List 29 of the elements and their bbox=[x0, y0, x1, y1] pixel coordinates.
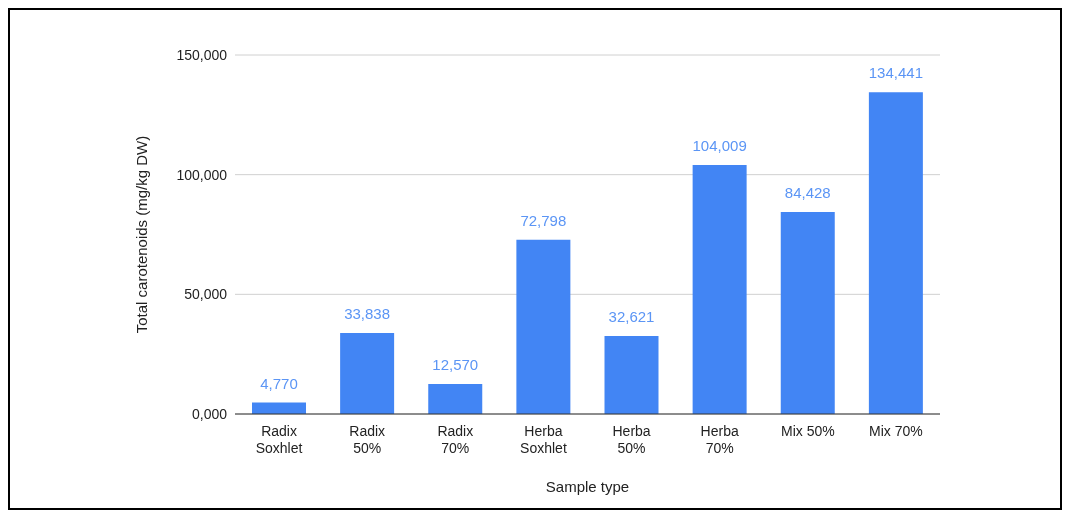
bar bbox=[428, 383, 483, 414]
data-label: 72,798 bbox=[520, 211, 567, 229]
bar bbox=[692, 165, 747, 414]
x-tick-label: Radix 50% bbox=[349, 423, 386, 456]
data-label: 84,428 bbox=[784, 183, 831, 201]
x-tick-label: Herba Soxhlet bbox=[520, 423, 567, 456]
y-tick-label: 100,000 bbox=[176, 166, 228, 183]
x-axis-title: Sample type bbox=[545, 478, 630, 495]
bar bbox=[780, 211, 835, 414]
x-tick-label: Herba 50% bbox=[612, 423, 651, 456]
x-tick-label: Radix Soxhlet bbox=[255, 423, 303, 456]
x-tick-label: Mix 50% bbox=[780, 423, 835, 439]
x-tick-label: Mix 70% bbox=[869, 423, 923, 439]
y-tick-label: 150,000 bbox=[176, 46, 228, 63]
bar bbox=[516, 239, 571, 414]
bar bbox=[604, 335, 659, 414]
data-label: 134,441 bbox=[868, 64, 923, 82]
y-tick-label: 50,000 bbox=[184, 286, 228, 303]
bar bbox=[868, 92, 923, 414]
y-axis-title: Total carotenoids (mg/kg DW) bbox=[133, 135, 151, 334]
x-tick-label: Herba 70% bbox=[700, 423, 739, 456]
data-label: 104,009 bbox=[692, 137, 747, 155]
data-label: 33,838 bbox=[344, 305, 391, 323]
data-label: 12,570 bbox=[432, 355, 479, 373]
data-label: 32,621 bbox=[608, 307, 655, 325]
y-tick-label: 0,000 bbox=[191, 405, 228, 422]
x-tick-label: Radix 70% bbox=[437, 423, 474, 456]
bar bbox=[340, 333, 395, 414]
data-label: 4,770 bbox=[260, 374, 298, 392]
